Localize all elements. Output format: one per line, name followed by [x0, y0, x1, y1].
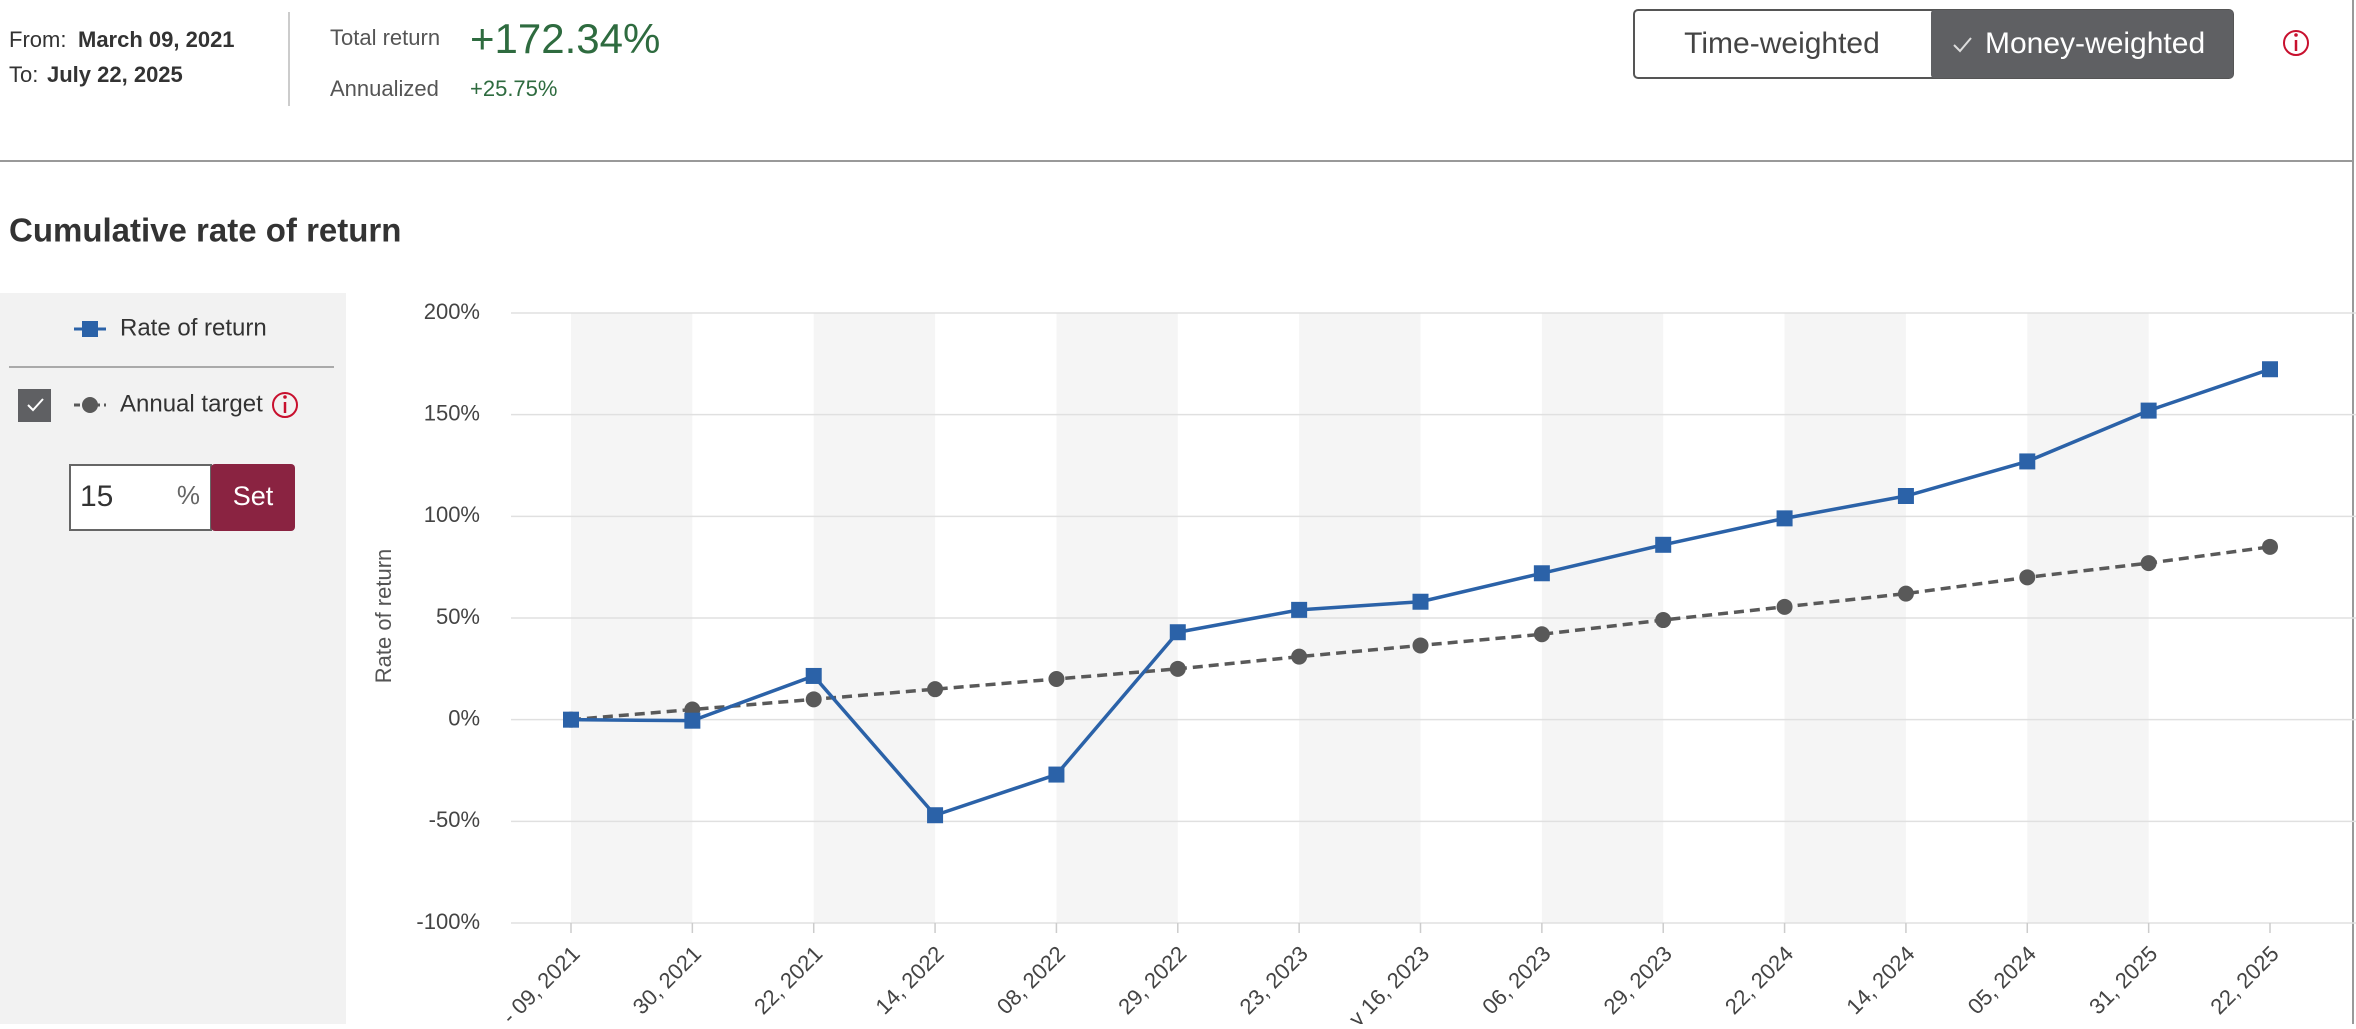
point [927, 807, 944, 824]
x-tick-label: 05, 2024 [1963, 941, 2041, 1019]
chart-title: Cumulative rate of return [9, 212, 401, 249]
point [1897, 488, 1914, 504]
point [2140, 402, 2157, 419]
point [1897, 585, 1914, 602]
target-unit: % [177, 480, 200, 510]
checkbox-check [27, 398, 44, 412]
legend-marker [82, 321, 98, 337]
from-label: From: [9, 27, 66, 52]
target-value[interactable]: 15 [80, 480, 113, 513]
point [1776, 510, 1793, 527]
point [1048, 671, 1065, 687]
x-tick-label: 14, 2024 [1841, 941, 1919, 1019]
point [2262, 538, 2278, 555]
toggle-money[interactable]: Money-weighted [1985, 27, 2205, 60]
x-tick-label: 31, 2025 [2084, 941, 2162, 1019]
x-tick-label: 08, 2022 [992, 941, 1070, 1019]
x-tick-label: 23, 2023 [1235, 941, 1313, 1019]
point [1655, 536, 1672, 553]
point [1169, 660, 1186, 677]
total-return: +172.34% [470, 15, 660, 62]
from-date: March 09, 2021 [78, 27, 235, 52]
total-return-label: Total return [330, 25, 440, 50]
x-tick-label: 30, 2021 [628, 941, 706, 1019]
x-tick-label: 29, 2022 [1113, 941, 1191, 1019]
point [805, 667, 822, 684]
point [2262, 361, 2278, 378]
point [1776, 598, 1793, 615]
x-tick-label: 22, 2021 [749, 941, 827, 1019]
info-icon[interactable] [272, 392, 298, 418]
legend-label: Rate of return [120, 314, 267, 341]
point [2019, 453, 2036, 470]
toggle-active[interactable] [1931, 10, 2233, 78]
y-tick-label: 200% [424, 299, 480, 324]
annualized-label: Annualized [330, 76, 439, 101]
point [563, 711, 579, 728]
checkbox[interactable] [18, 389, 51, 422]
x-tick-label: 29, 2023 [1599, 941, 1677, 1019]
legend-item[interactable]: Annual target [74, 390, 263, 417]
set-button-label[interactable]: Set [233, 481, 274, 511]
point [927, 681, 944, 698]
x-tick-label: 06, 2023 [1477, 941, 1555, 1019]
point [1412, 593, 1429, 610]
legend-item[interactable]: Rate of return [74, 314, 267, 341]
x-tick-label: 22, 2024 [1720, 941, 1798, 1019]
point [1169, 624, 1186, 641]
info-icon[interactable] [2283, 30, 2309, 56]
to-date: July 22, 2025 [47, 62, 183, 87]
legend-marker [82, 397, 98, 413]
y-tick-label: -100% [416, 909, 480, 934]
point [1291, 648, 1308, 665]
to-label: To: [9, 62, 38, 87]
y-tick-label: 0% [448, 705, 480, 730]
toggle-time[interactable]: Time-weighted [1684, 27, 1880, 60]
point [805, 691, 822, 708]
point [1291, 601, 1308, 618]
y-tick-label: -50% [429, 807, 480, 832]
sidebar [0, 293, 346, 1024]
y-tick-label: 50% [436, 604, 480, 629]
plot: -100% -50% 0% 50% 100% 150% 200% - 09, 2021 30, … [416, 299, 2356, 1029]
annualized: +25.75% [470, 76, 557, 101]
point [2140, 555, 2157, 572]
y-tick-label: 150% [424, 400, 480, 425]
y-axis-title: Rate of return [371, 549, 396, 684]
point [1048, 766, 1065, 783]
point [684, 712, 701, 729]
x-tick-label: y 16, 2023 [1344, 941, 1434, 1024]
point [1655, 612, 1672, 629]
check-icon [1953, 37, 1972, 53]
point [1533, 626, 1550, 643]
x-tick-label: - 09, 2021 [497, 941, 585, 1024]
legend-label: Annual target [120, 390, 263, 417]
x-tick-label: 22, 2025 [2205, 941, 2283, 1019]
y-tick-label: 100% [424, 502, 480, 527]
point [1533, 565, 1550, 582]
point [2019, 569, 2036, 586]
point [1412, 637, 1429, 654]
set-button[interactable] [211, 464, 295, 531]
x-tick-label: 14, 2022 [870, 941, 948, 1019]
target-input[interactable] [69, 464, 212, 531]
